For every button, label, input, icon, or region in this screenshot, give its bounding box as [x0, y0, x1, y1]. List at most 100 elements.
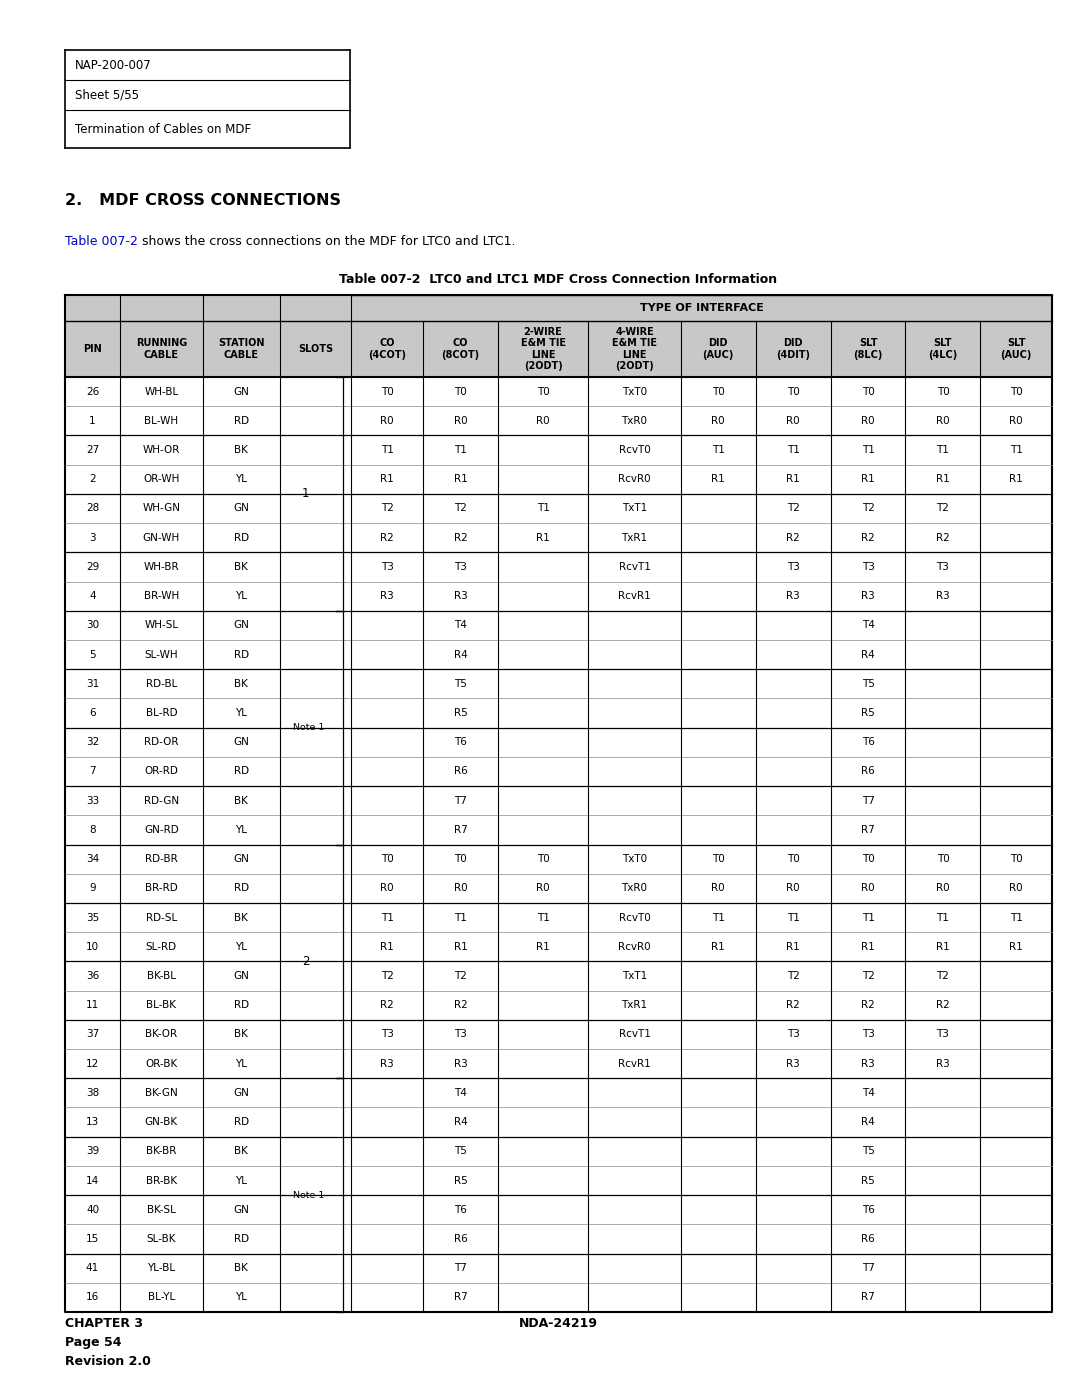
Text: T7: T7: [454, 1263, 467, 1273]
Text: Sheet 5/55: Sheet 5/55: [75, 88, 139, 102]
Text: GN-RD: GN-RD: [144, 824, 179, 835]
Text: R5: R5: [454, 708, 468, 718]
Text: T1: T1: [712, 446, 725, 455]
Text: R1: R1: [380, 474, 394, 485]
Text: WH-OR: WH-OR: [143, 446, 180, 455]
Text: T0: T0: [862, 387, 875, 397]
Text: RD: RD: [233, 650, 248, 659]
Text: R1: R1: [712, 942, 725, 951]
Text: T2: T2: [862, 503, 875, 514]
Text: T0: T0: [786, 854, 799, 865]
Text: T0: T0: [381, 854, 393, 865]
Text: YL: YL: [235, 1292, 247, 1302]
Text: T0: T0: [936, 854, 949, 865]
Text: T1: T1: [712, 912, 725, 922]
Text: 2-WIRE
E&M TIE
LINE
(2ODT): 2-WIRE E&M TIE LINE (2ODT): [521, 327, 566, 372]
Text: 1: 1: [90, 416, 96, 426]
Text: R0: R0: [712, 883, 725, 893]
Text: R7: R7: [861, 824, 875, 835]
Text: T6: T6: [862, 1204, 875, 1215]
Text: YL: YL: [235, 474, 247, 485]
Text: BR-RD: BR-RD: [145, 883, 178, 893]
Text: R0: R0: [786, 416, 800, 426]
Text: RD: RD: [233, 1118, 248, 1127]
Text: T3: T3: [786, 1030, 799, 1039]
Text: RD-SL: RD-SL: [146, 912, 177, 922]
Text: R3: R3: [861, 591, 875, 601]
Text: YL: YL: [235, 824, 247, 835]
Text: BL-BK: BL-BK: [147, 1000, 176, 1010]
Text: T1: T1: [381, 912, 393, 922]
Text: R2: R2: [936, 1000, 949, 1010]
Text: WH-BR: WH-BR: [144, 562, 179, 571]
Text: T0: T0: [537, 387, 550, 397]
Text: T1: T1: [537, 503, 550, 514]
Text: T2: T2: [936, 971, 949, 981]
Text: T0: T0: [1010, 854, 1023, 865]
Text: T7: T7: [862, 1263, 875, 1273]
Text: BL-YL: BL-YL: [148, 1292, 175, 1302]
Text: R3: R3: [861, 1059, 875, 1069]
Text: T0: T0: [381, 387, 393, 397]
Text: R1: R1: [936, 474, 949, 485]
Text: BK-GN: BK-GN: [145, 1088, 178, 1098]
Text: 4: 4: [90, 591, 96, 601]
Text: R2: R2: [786, 532, 800, 542]
Text: R1: R1: [454, 942, 468, 951]
Text: 26: 26: [86, 387, 99, 397]
Text: T5: T5: [454, 679, 467, 689]
Text: T2: T2: [454, 503, 467, 514]
Text: T0: T0: [454, 854, 467, 865]
Text: T1: T1: [936, 446, 949, 455]
Text: Note 1: Note 1: [293, 724, 324, 732]
Text: R7: R7: [861, 1292, 875, 1302]
Text: R3: R3: [936, 591, 949, 601]
Text: R3: R3: [380, 1059, 394, 1069]
Text: SLOTS: SLOTS: [298, 344, 333, 353]
Text: R1: R1: [1010, 474, 1023, 485]
Text: 6: 6: [90, 708, 96, 718]
Text: RD: RD: [233, 883, 248, 893]
Text: 2: 2: [90, 474, 96, 485]
Text: T0: T0: [712, 387, 725, 397]
Text: TxR0: TxR0: [621, 883, 648, 893]
Text: 12: 12: [86, 1059, 99, 1069]
Text: GN: GN: [233, 854, 249, 865]
Text: RD: RD: [233, 416, 248, 426]
Text: RUNNING
CABLE: RUNNING CABLE: [136, 338, 187, 360]
Text: BK: BK: [234, 1030, 248, 1039]
Text: RcvR1: RcvR1: [618, 591, 651, 601]
Text: T1: T1: [454, 912, 467, 922]
Text: R2: R2: [454, 532, 468, 542]
Text: R1: R1: [1010, 942, 1023, 951]
Bar: [351, 321, 1052, 377]
Text: CHAPTER 3
Page 54
Revision 2.0: CHAPTER 3 Page 54 Revision 2.0: [65, 1317, 151, 1368]
Text: 37: 37: [86, 1030, 99, 1039]
Text: T7: T7: [862, 796, 875, 806]
Text: R7: R7: [454, 1292, 468, 1302]
Text: SLT
(8LC): SLT (8LC): [853, 338, 882, 360]
Text: T3: T3: [381, 562, 393, 571]
Text: TxT1: TxT1: [622, 971, 647, 981]
Text: Table 007-2: Table 007-2: [65, 235, 138, 249]
Text: RD-BL: RD-BL: [146, 679, 177, 689]
Text: T0: T0: [537, 854, 550, 865]
Text: T4: T4: [454, 620, 467, 630]
Text: T2: T2: [786, 971, 799, 981]
Text: 40: 40: [86, 1204, 99, 1215]
Text: R3: R3: [454, 591, 468, 601]
Text: T0: T0: [1010, 387, 1023, 397]
Text: T5: T5: [454, 1147, 467, 1157]
Text: OR-RD: OR-RD: [145, 767, 178, 777]
Text: Termination of Cables on MDF: Termination of Cables on MDF: [75, 123, 252, 136]
Text: T7: T7: [454, 796, 467, 806]
Text: T5: T5: [862, 679, 875, 689]
Text: T0: T0: [712, 854, 725, 865]
Text: GN: GN: [233, 503, 249, 514]
Text: DID
(4DIT): DID (4DIT): [777, 338, 810, 360]
Text: TxT0: TxT0: [622, 854, 647, 865]
Text: T1: T1: [786, 446, 799, 455]
Text: R0: R0: [380, 883, 394, 893]
Text: R4: R4: [861, 650, 875, 659]
Text: T3: T3: [936, 562, 949, 571]
